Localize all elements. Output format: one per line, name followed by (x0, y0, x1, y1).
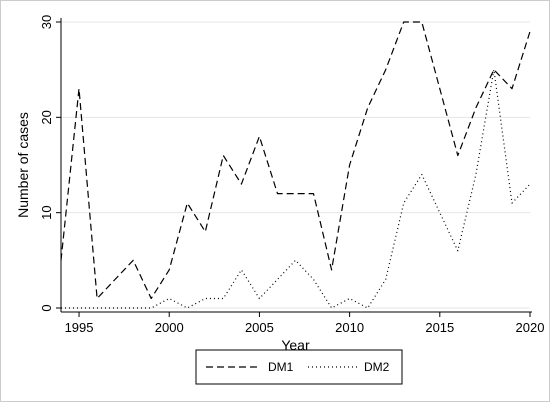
legend: DM1 DM2 (195, 349, 403, 385)
legend-label-dm2: DM2 (364, 360, 390, 374)
y-axis-title: Number of cases (15, 112, 31, 218)
legend-label-dm1: DM1 (268, 360, 294, 374)
x-tick-label-2010: 2010 (335, 320, 364, 335)
y-tick-label-0: 0 (39, 304, 54, 311)
x-axis-title: Year (281, 337, 310, 353)
data-series (60, 21, 531, 309)
x-tick-label-1995: 1995 (65, 320, 94, 335)
y-tick-label-30: 30 (39, 15, 54, 29)
x-tick-label-2020: 2020 (516, 320, 545, 335)
y-tick-label-10: 10 (39, 205, 54, 219)
x-tick-label-2005: 2005 (245, 320, 274, 335)
axes: 0 10 20 30 1995 2000 2005 2010 2015 2020 (39, 15, 544, 335)
y-tick-label-20: 20 (39, 110, 54, 124)
x-tick-label-2000: 2000 (155, 320, 184, 335)
series-line-dm1 (60, 21, 531, 300)
grid-lines (61, 21, 530, 309)
x-tick-label-2015: 2015 (425, 320, 454, 335)
